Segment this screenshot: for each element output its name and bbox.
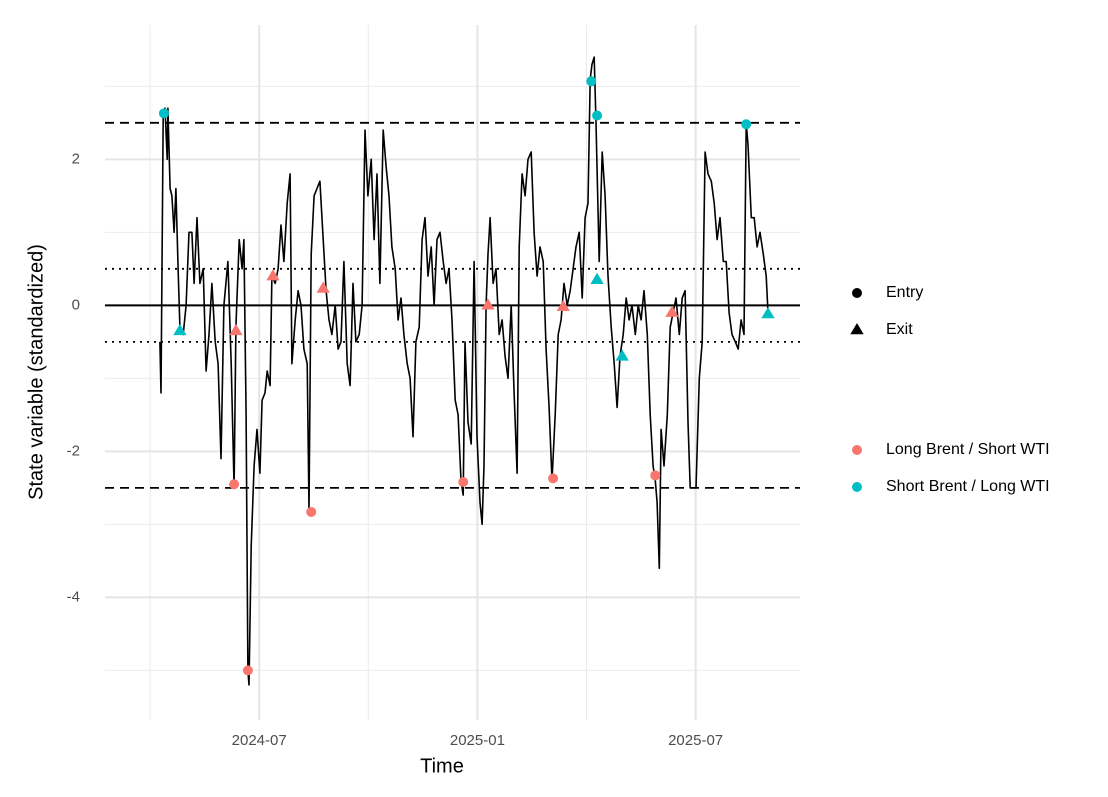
signal-point [158, 108, 169, 119]
signal-point [548, 473, 559, 484]
signal-point [741, 119, 752, 130]
y-tick-label: -4 [67, 588, 80, 605]
signal-point [665, 305, 679, 317]
legend-key [852, 482, 862, 492]
signal-point [229, 323, 243, 336]
y-tick-label: -2 [67, 442, 80, 459]
signal-point [242, 665, 253, 676]
signal-point [615, 349, 629, 361]
y-tick-label: 0 [72, 296, 80, 313]
signal-point [586, 76, 597, 87]
signal-point [306, 506, 317, 517]
legend-label: Short Brent / Long WTI [886, 478, 1050, 495]
y-tick-label: 2 [72, 150, 80, 167]
signal-point [266, 269, 280, 281]
y-axis-title: State variable (standardized) [25, 244, 47, 500]
signal-point [650, 470, 661, 481]
signal-point [590, 272, 604, 284]
legend-key [852, 445, 862, 455]
legend-label: Long Brent / Short WTI [886, 441, 1050, 458]
signal-point [481, 298, 495, 310]
signal-point [592, 110, 603, 121]
signal-point [229, 479, 240, 490]
x-axis-title: Time [420, 755, 464, 777]
signal-point [173, 323, 187, 336]
signal-point [458, 477, 469, 488]
signal-point [761, 307, 775, 319]
x-tick-label: 2025-07 [668, 732, 723, 749]
legend-label: Exit [886, 321, 913, 338]
legend-label: Entry [886, 284, 923, 301]
signal-point [556, 299, 570, 311]
legend-key [852, 288, 862, 298]
x-tick-label: 2025-01 [450, 732, 505, 749]
signal-point [316, 281, 330, 293]
legend-key [850, 323, 864, 335]
x-tick-label: 2024-07 [232, 732, 287, 749]
state-line [159, 56, 769, 686]
